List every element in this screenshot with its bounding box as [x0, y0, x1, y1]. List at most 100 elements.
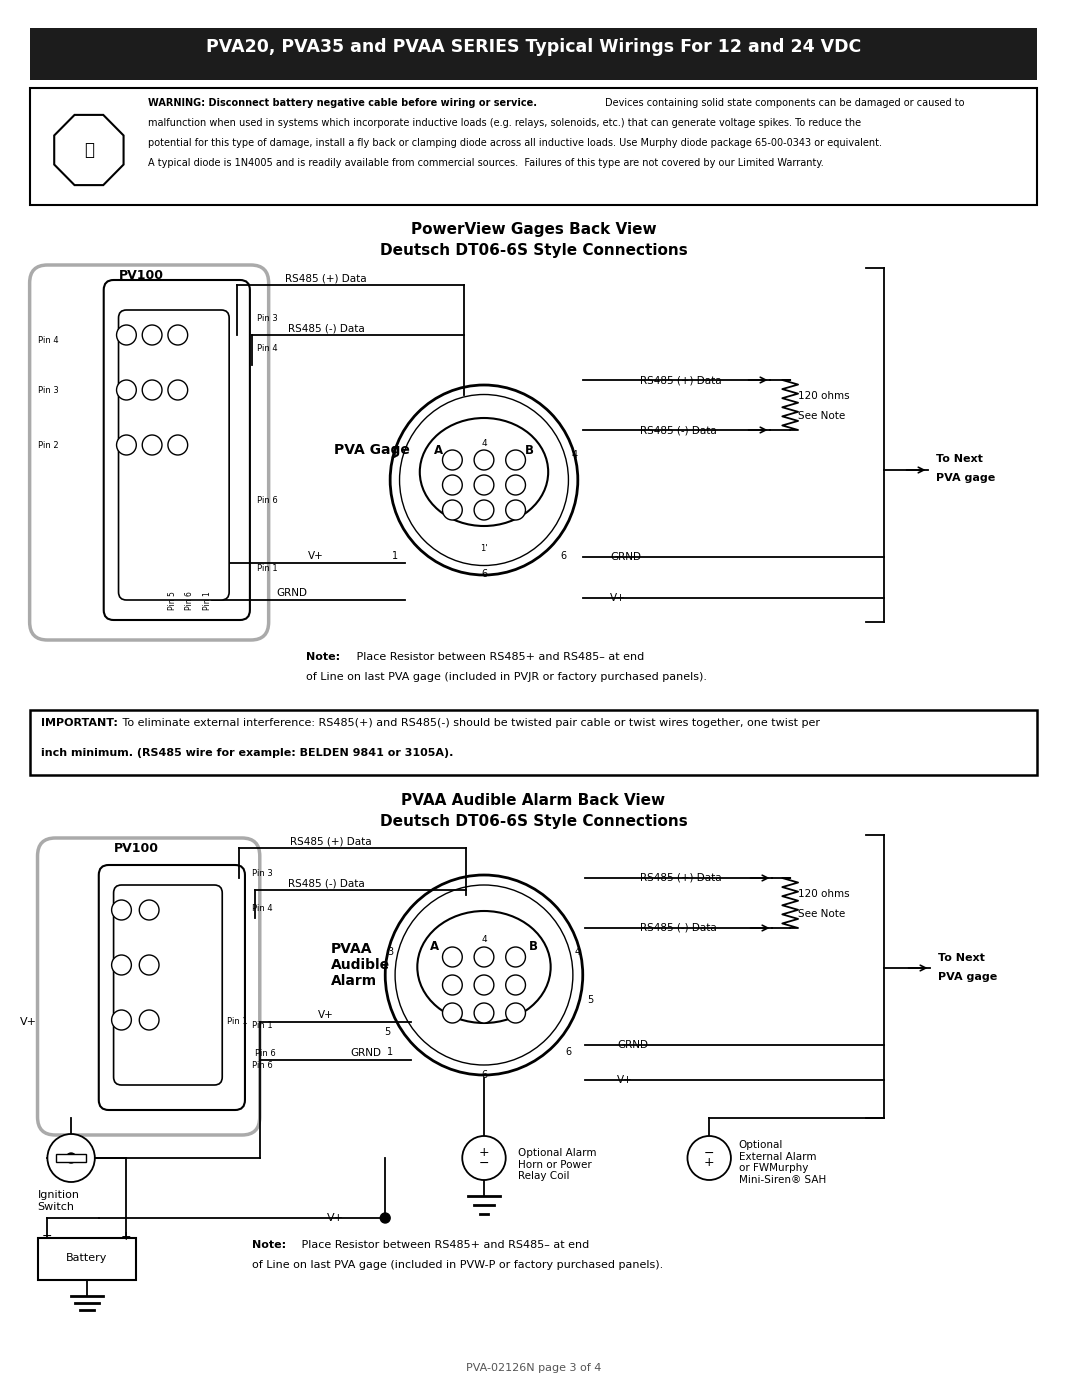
- Text: Pin 6: Pin 6: [185, 591, 194, 610]
- Circle shape: [505, 500, 526, 520]
- Text: 5: 5: [588, 995, 594, 1004]
- Circle shape: [443, 500, 462, 520]
- Text: Pin 1: Pin 1: [257, 563, 278, 573]
- Text: −: −: [478, 1157, 489, 1169]
- Text: 1: 1: [392, 550, 399, 562]
- Circle shape: [380, 1213, 390, 1222]
- Ellipse shape: [420, 418, 549, 527]
- Text: A typical diode is 1N4005 and is readily available from commercial sources.  Fai: A typical diode is 1N4005 and is readily…: [148, 158, 824, 168]
- Text: PV100: PV100: [119, 270, 163, 282]
- Text: Pin 3: Pin 3: [257, 313, 278, 323]
- Text: IMPORTANT:: IMPORTANT:: [41, 718, 119, 728]
- Circle shape: [443, 975, 462, 995]
- Bar: [29, 710, 1037, 775]
- Text: ✋: ✋: [84, 141, 94, 159]
- Circle shape: [443, 947, 462, 967]
- Text: Pin 6: Pin 6: [255, 1049, 275, 1058]
- Text: inch minimum. (RS485 wire for example: BELDEN 9841 or 3105A).: inch minimum. (RS485 wire for example: B…: [41, 747, 454, 759]
- Text: A: A: [434, 443, 443, 457]
- Circle shape: [117, 434, 136, 455]
- Text: Pin 3: Pin 3: [252, 869, 272, 877]
- Text: Place Resistor between RS485+ and RS485– at end: Place Resistor between RS485+ and RS485–…: [298, 1241, 590, 1250]
- Text: To Next: To Next: [939, 953, 985, 963]
- Circle shape: [400, 394, 568, 566]
- Text: +: +: [121, 1229, 132, 1242]
- Text: PVAA
Audible
Alarm: PVAA Audible Alarm: [330, 942, 390, 989]
- Text: 1: 1: [387, 1046, 393, 1058]
- FancyBboxPatch shape: [38, 838, 260, 1134]
- Bar: [29, 28, 1037, 80]
- Text: PVA20, PVA35 and PVAA SERIES Typical Wirings For 12 and 24 VDC: PVA20, PVA35 and PVAA SERIES Typical Wir…: [206, 38, 861, 56]
- Text: 3: 3: [481, 950, 487, 960]
- Text: V+: V+: [308, 550, 324, 562]
- Text: potential for this type of damage, install a fly back or clamping diode across a: potential for this type of damage, insta…: [148, 138, 882, 148]
- Circle shape: [474, 1003, 494, 1023]
- Text: 120 ohms: 120 ohms: [798, 391, 850, 401]
- Text: RS485 (-) Data: RS485 (-) Data: [287, 877, 364, 888]
- Circle shape: [111, 1010, 132, 1030]
- Text: RS485 (+) Data: RS485 (+) Data: [285, 272, 367, 284]
- Text: malfunction when used in systems which incorporate inductive loads (e.g. relays,: malfunction when used in systems which i…: [148, 117, 861, 129]
- Circle shape: [443, 1003, 462, 1023]
- Text: PV100: PV100: [113, 842, 159, 855]
- Circle shape: [474, 975, 494, 995]
- Circle shape: [111, 956, 132, 975]
- Text: Battery: Battery: [66, 1253, 108, 1263]
- Text: Pin 4: Pin 4: [252, 904, 272, 912]
- Circle shape: [111, 900, 132, 921]
- Circle shape: [505, 450, 526, 469]
- Text: A: A: [430, 940, 440, 954]
- Text: +: +: [478, 1147, 489, 1160]
- Circle shape: [505, 947, 526, 967]
- Text: V+: V+: [618, 1076, 633, 1085]
- Circle shape: [117, 326, 136, 345]
- Polygon shape: [54, 115, 123, 186]
- Text: RS485 (-) Data: RS485 (-) Data: [640, 425, 717, 434]
- Text: 6: 6: [481, 569, 487, 578]
- Text: V+: V+: [327, 1213, 345, 1222]
- Text: B: B: [529, 940, 538, 954]
- Circle shape: [167, 434, 188, 455]
- Text: PVA gage: PVA gage: [936, 474, 996, 483]
- Circle shape: [462, 1136, 505, 1180]
- Text: 6: 6: [559, 550, 566, 562]
- Bar: [56, 1154, 86, 1162]
- Bar: [29, 88, 1037, 205]
- Text: Deutsch DT06-6S Style Connections: Deutsch DT06-6S Style Connections: [379, 814, 687, 828]
- Circle shape: [688, 1136, 731, 1180]
- Circle shape: [443, 450, 462, 469]
- Circle shape: [167, 326, 188, 345]
- Ellipse shape: [417, 911, 551, 1023]
- Text: 1': 1': [481, 543, 488, 552]
- Text: 4: 4: [571, 450, 578, 460]
- Circle shape: [143, 434, 162, 455]
- Circle shape: [117, 380, 136, 400]
- Text: 3: 3: [481, 454, 487, 462]
- Text: RS485 (+) Data: RS485 (+) Data: [640, 873, 721, 883]
- Text: PVAA Audible Alarm Back View: PVAA Audible Alarm Back View: [402, 793, 665, 807]
- Text: See Note: See Note: [798, 411, 846, 420]
- FancyBboxPatch shape: [104, 279, 249, 620]
- Text: +: +: [704, 1157, 715, 1169]
- Text: GRND: GRND: [610, 552, 642, 562]
- Text: −: −: [704, 1147, 715, 1160]
- Text: of Line on last PVA gage (included in PVJR or factory purchased panels).: of Line on last PVA gage (included in PV…: [307, 672, 707, 682]
- Text: GRND: GRND: [351, 1048, 381, 1058]
- Text: PVA-02126N page 3 of 4: PVA-02126N page 3 of 4: [465, 1363, 602, 1373]
- Text: To Next: To Next: [936, 454, 983, 464]
- Circle shape: [143, 380, 162, 400]
- Text: RS485 (-) Data: RS485 (-) Data: [287, 323, 364, 332]
- Text: Devices containing solid state components can be damaged or caused to: Devices containing solid state component…: [606, 98, 964, 108]
- Text: Deutsch DT06-6S Style Connections: Deutsch DT06-6S Style Connections: [379, 243, 687, 258]
- Text: WARNING: Disconnect battery negative cable before wiring or service.: WARNING: Disconnect battery negative cab…: [148, 98, 537, 108]
- FancyBboxPatch shape: [113, 886, 222, 1085]
- Text: V+: V+: [319, 1010, 334, 1020]
- Text: RS485 (-) Data: RS485 (-) Data: [640, 923, 717, 933]
- Text: 4: 4: [482, 439, 487, 447]
- Text: V+: V+: [19, 1017, 37, 1027]
- Bar: [38, 1238, 136, 1280]
- Text: 4: 4: [575, 947, 581, 957]
- Text: PVA gage: PVA gage: [939, 972, 998, 982]
- FancyBboxPatch shape: [98, 865, 245, 1111]
- Text: Pin 6: Pin 6: [252, 1060, 272, 1070]
